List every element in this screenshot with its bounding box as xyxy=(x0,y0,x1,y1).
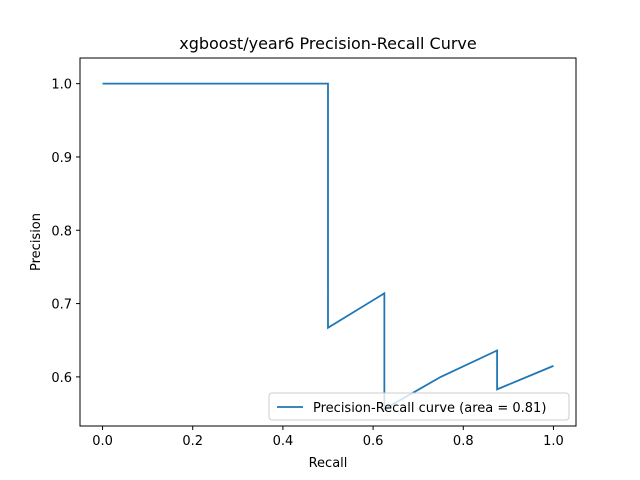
legend-box xyxy=(268,392,570,421)
x-tick-label: 0.4 xyxy=(273,434,294,449)
x-tick-label: 0.2 xyxy=(182,434,203,449)
series-line-0 xyxy=(102,82,554,411)
chart-title: xgboost/year6 Precision-Recall Curve xyxy=(179,34,477,53)
x-tick-label: 0.6 xyxy=(363,434,384,449)
y-axis-label: Precision xyxy=(29,213,44,271)
x-tick-label: 1.0 xyxy=(543,434,564,449)
legend-label: Precision-Recall curve (area = 0.81) xyxy=(313,401,546,416)
y-tick-label: 0.7 xyxy=(51,298,72,313)
y-tick-label: 0.6 xyxy=(51,371,72,386)
axes-frame xyxy=(79,57,577,427)
x-axis-label: Recall xyxy=(309,456,348,471)
x-tick-label: 0.8 xyxy=(453,434,474,449)
y-tick-label: 0.9 xyxy=(51,151,72,166)
y-tick-label: 0.8 xyxy=(51,224,72,239)
x-tick-label: 0.0 xyxy=(92,434,113,449)
legend: Precision-Recall curve (area = 0.81) xyxy=(268,392,570,421)
y-tick-label: 1.0 xyxy=(51,78,72,93)
